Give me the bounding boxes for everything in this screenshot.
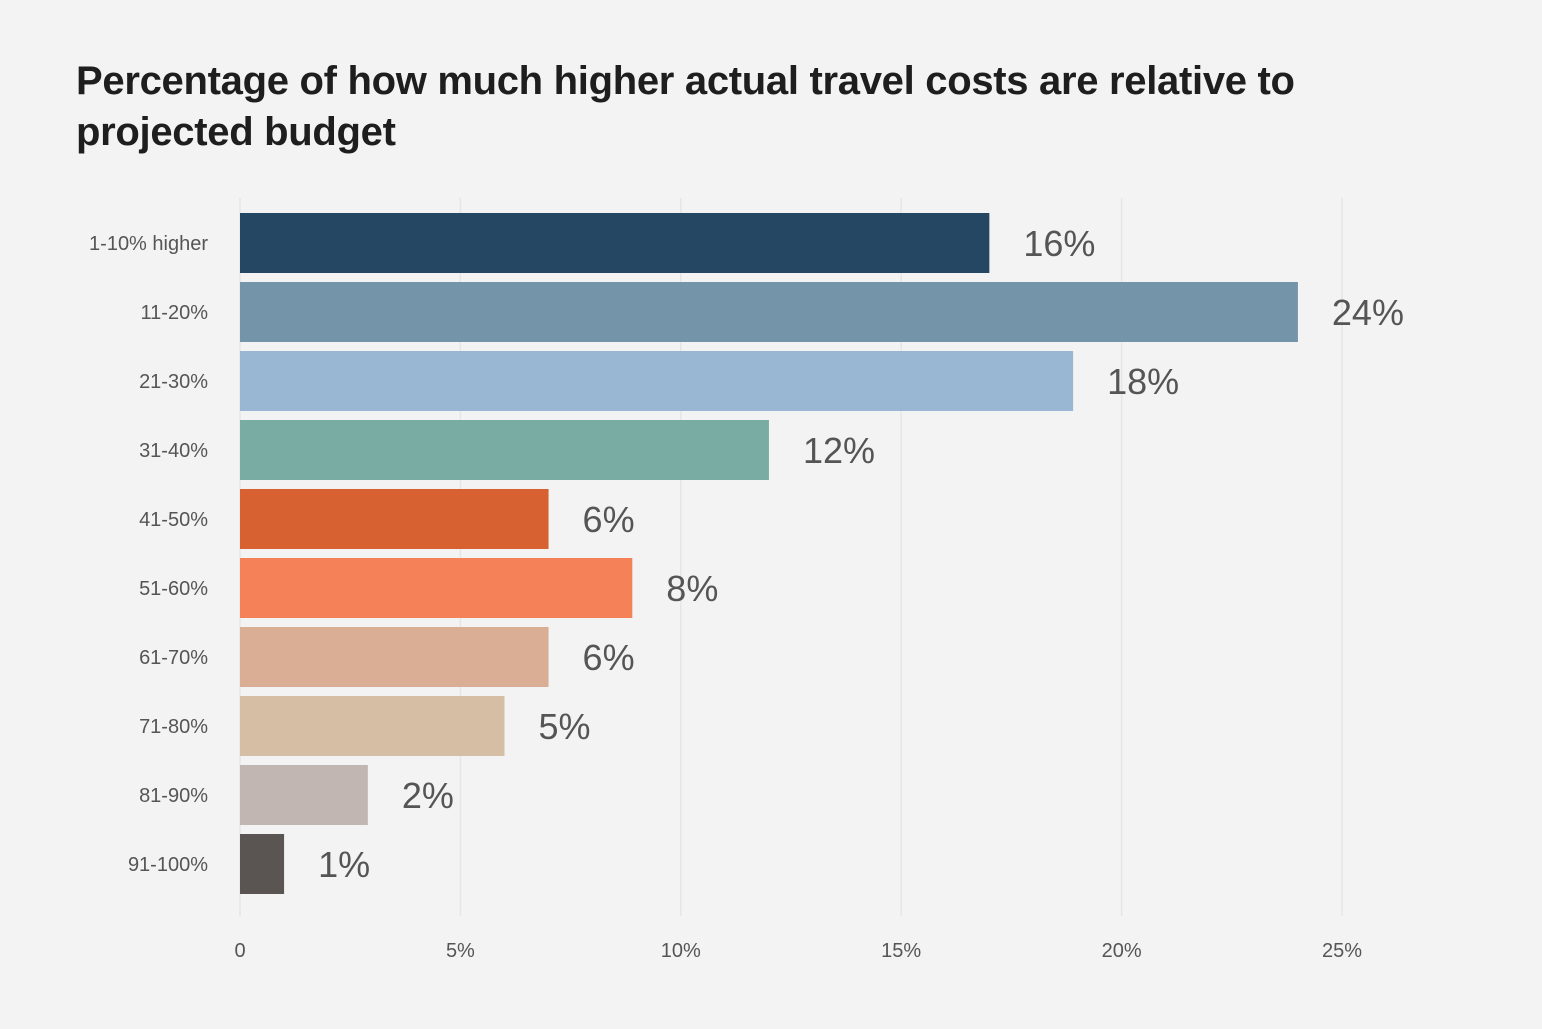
data-label: 8%: [666, 568, 718, 609]
data-label: 18%: [1107, 361, 1179, 402]
data-label: 12%: [803, 430, 875, 471]
data-label: 1%: [318, 844, 370, 885]
x-tick-label: 0: [234, 940, 245, 962]
bar: [240, 834, 285, 894]
category-label: 81-90%: [139, 785, 208, 807]
x-tick-label: 10%: [661, 940, 701, 962]
data-label: 16%: [1023, 223, 1095, 264]
data-label: 2%: [402, 775, 454, 816]
x-tick-label: 5%: [446, 940, 475, 962]
category-labels: 1-10% higher 11-20% 21-30% 31-40% 41-50% 51-6…: [89, 233, 208, 876]
data-label: 24%: [1332, 292, 1404, 333]
bar: [240, 351, 1074, 411]
category-label: 91-100%: [128, 854, 208, 876]
x-tick-label: 25%: [1322, 940, 1362, 962]
category-label: 21-30%: [139, 371, 208, 393]
x-tick-label: 20%: [1102, 940, 1142, 962]
category-label: 1-10% higher: [89, 233, 208, 255]
data-label: 5%: [538, 706, 590, 747]
x-axis-ticks: 0 5% 10% 15% 20% 25%: [234, 940, 1362, 962]
bars: [240, 213, 1298, 894]
category-label: 71-80%: [139, 716, 208, 738]
bar: [240, 213, 990, 273]
category-label: 61-70%: [139, 647, 208, 669]
value-labels: 16% 24% 18% 12% 6% 8% 6% 5% 2% 1%: [318, 223, 1404, 885]
data-label: 6%: [583, 637, 635, 678]
bar: [240, 558, 633, 618]
category-label: 31-40%: [139, 440, 208, 462]
bar: [240, 489, 549, 549]
category-label: 41-50%: [139, 509, 208, 531]
bar: [240, 420, 769, 480]
x-tick-label: 15%: [881, 940, 921, 962]
category-label: 51-60%: [139, 578, 208, 600]
data-label: 6%: [583, 499, 635, 540]
bar: [240, 765, 368, 825]
bar: [240, 282, 1298, 342]
bar: [240, 627, 549, 687]
bar: [240, 696, 505, 756]
category-label: 11-20%: [141, 302, 209, 324]
chart-title: Percentage of how much higher actual tra…: [76, 59, 1295, 154]
